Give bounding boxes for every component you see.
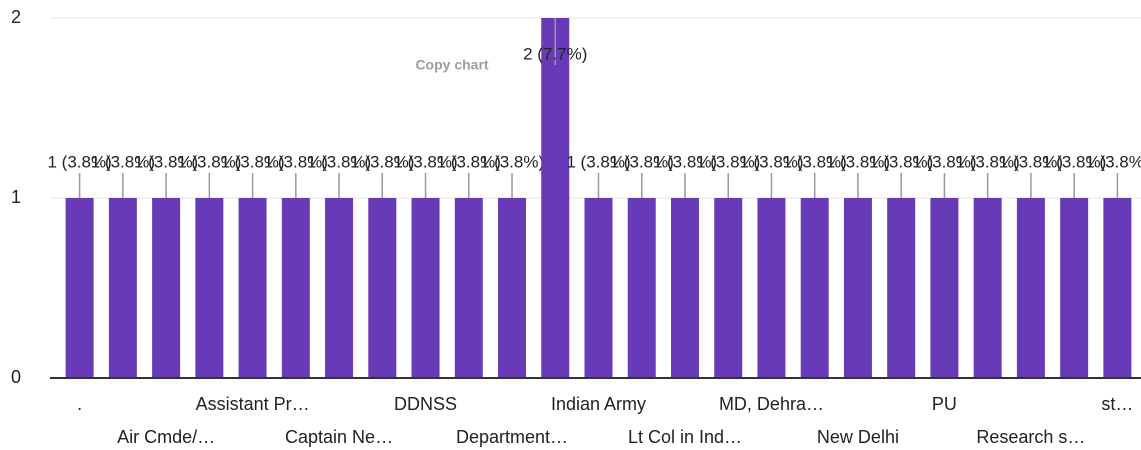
x-tick-label: MD, Dehra… bbox=[719, 394, 824, 414]
data-label: 1 (3.8%) bbox=[653, 152, 717, 171]
data-label: 1 (3.8%) bbox=[393, 152, 457, 171]
data-label: 1 (3.8%) bbox=[350, 152, 414, 171]
bar bbox=[670, 198, 699, 378]
data-label: 1 (3.8%) bbox=[999, 152, 1063, 171]
bar bbox=[584, 198, 613, 378]
data-label: 1 (3.8%) bbox=[566, 152, 630, 171]
x-tick-label: Department… bbox=[456, 427, 568, 447]
data-label: 1 (3.8%) bbox=[912, 152, 976, 171]
bar bbox=[368, 198, 397, 378]
bar bbox=[714, 198, 743, 378]
bar bbox=[973, 198, 1002, 378]
bar bbox=[195, 198, 224, 378]
x-tick-label: PU bbox=[932, 394, 957, 414]
bar bbox=[454, 198, 483, 378]
y-tick-label: 0 bbox=[11, 367, 21, 387]
x-tick-label: New Delhi bbox=[817, 427, 899, 447]
x-tick-label: Indian Army bbox=[551, 394, 646, 414]
bar bbox=[757, 198, 786, 378]
x-tick-label: Research s… bbox=[976, 427, 1085, 447]
bar bbox=[411, 198, 440, 378]
data-label: 1 (3.8%) bbox=[437, 152, 501, 171]
data-label: 1 (3.8%) bbox=[307, 152, 371, 171]
bar bbox=[1016, 198, 1045, 378]
data-label: 1 (3.8%) bbox=[739, 152, 803, 171]
data-label: 1 (3.8%) bbox=[1042, 152, 1106, 171]
bar bbox=[1060, 198, 1089, 378]
bar bbox=[887, 198, 916, 378]
data-label: 1 (3.8%) bbox=[696, 152, 760, 171]
bar bbox=[325, 198, 354, 378]
x-tick-label: Lt Col in Ind… bbox=[628, 427, 742, 447]
data-label: 1 (3.8%) bbox=[826, 152, 890, 171]
data-label: 2 (7.7%) bbox=[523, 44, 587, 63]
data-label: 1 (3.8%) bbox=[1085, 152, 1141, 171]
y-tick-label: 2 bbox=[11, 7, 21, 27]
data-label: 1 (3.8%) bbox=[956, 152, 1020, 171]
data-label: 1 (3.8%) bbox=[869, 152, 933, 171]
data-label: 1 (3.8%) bbox=[177, 152, 241, 171]
bar bbox=[1103, 198, 1132, 378]
bar bbox=[800, 198, 829, 378]
x-tick-label: Assistant Pr… bbox=[196, 394, 310, 414]
data-label: 1 (3.8%) bbox=[264, 152, 328, 171]
bar bbox=[281, 198, 310, 378]
y-tick-label: 1 bbox=[11, 187, 21, 207]
x-tick-label: Captain Ne… bbox=[285, 427, 393, 447]
data-label: 1 (3.8%) bbox=[220, 152, 284, 171]
x-tick-label: Air Cmde/… bbox=[117, 427, 215, 447]
bar bbox=[541, 18, 570, 378]
x-tick-label: DDNSS bbox=[394, 394, 457, 414]
bar bbox=[238, 198, 267, 378]
bar bbox=[627, 198, 656, 378]
bar bbox=[65, 198, 94, 378]
data-label: 1 (3.8%) bbox=[783, 152, 847, 171]
data-label: 1 (3.8%) bbox=[91, 152, 155, 171]
bar bbox=[108, 198, 137, 378]
data-label: 1 (3.8%) bbox=[610, 152, 674, 171]
bar bbox=[843, 198, 872, 378]
x-tick-label: . bbox=[77, 394, 82, 414]
data-label: 1 (3.8%) bbox=[134, 152, 198, 171]
data-label: 1 (3.8%) bbox=[480, 152, 544, 171]
copy-chart[interactable]: Copy chart bbox=[415, 57, 488, 73]
data-label: 1 (3.8%) bbox=[47, 152, 111, 171]
bar bbox=[930, 198, 959, 378]
bar bbox=[152, 198, 181, 378]
x-tick-label: st… bbox=[1101, 394, 1133, 414]
bar bbox=[498, 198, 527, 378]
